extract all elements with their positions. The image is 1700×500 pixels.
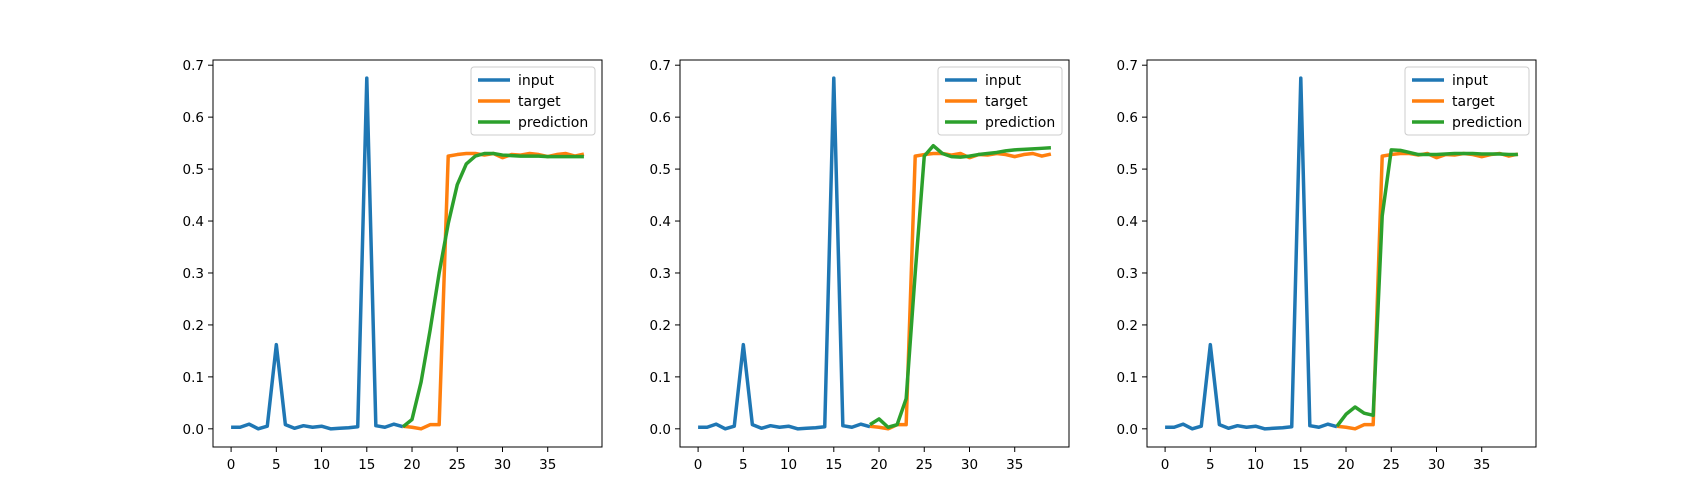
axes-frame	[212, 59, 603, 448]
y-tick-label: 0.1	[1117, 370, 1138, 386]
y-tick-label: 0.6	[183, 110, 204, 126]
x-tick-label: 25	[1383, 457, 1400, 473]
legend-box	[470, 66, 596, 136]
y-tick-label: 0.7	[650, 58, 671, 74]
subplot-1: 0 5 10 15 20 25 30 35 0.0 0.1 0.2 0.3 0.4 0.5 0.6 0.7 in…	[183, 58, 603, 473]
legend-box	[937, 66, 1063, 136]
x-tick-label: 20	[403, 457, 420, 473]
x-tick-label: 15	[358, 457, 375, 473]
axes-frame	[1146, 59, 1537, 448]
legend: input target prediction	[1404, 66, 1530, 136]
legend-label-target: target	[1452, 94, 1495, 110]
y-tick-label: 0.2	[1117, 318, 1138, 334]
legend: input target prediction	[937, 66, 1063, 136]
x-tick-label: 5	[272, 457, 281, 473]
x-tick-label: 30	[494, 457, 511, 473]
x-tick-label: 0	[1161, 457, 1170, 473]
y-tick-label: 0.2	[183, 318, 204, 334]
legend-label-target: target	[985, 94, 1028, 110]
x-tick-label: 20	[870, 457, 887, 473]
x-tick-label: 10	[1247, 457, 1264, 473]
legend-label-target: target	[518, 94, 561, 110]
legend-box	[1404, 66, 1530, 136]
y-tick-label: 0.0	[183, 422, 204, 438]
x-tick-label: 25	[916, 457, 933, 473]
x-tick-label: 30	[1428, 457, 1445, 473]
series-line-input	[698, 76, 871, 431]
y-tick-label: 0.1	[183, 370, 204, 386]
subplot-3: 0 5 10 15 20 25 30 35 0.0 0.1 0.2 0.3 0.4 0.5 0.6 0.7 in…	[1117, 58, 1537, 473]
x-tick-label: 5	[739, 457, 748, 473]
y-tick-label: 0.3	[1117, 266, 1138, 282]
y-tick-label: 0.5	[650, 162, 671, 178]
y-tick-label: 0.2	[650, 318, 671, 334]
y-tick-label: 0.0	[650, 422, 671, 438]
y-tick-label: 0.6	[650, 110, 671, 126]
series-line-prediction	[869, 143, 1052, 430]
y-tick-label: 0.6	[1117, 110, 1138, 126]
y-tick-label: 0.3	[183, 266, 204, 282]
x-tick-label: 35	[539, 457, 556, 473]
axes-frame	[679, 59, 1070, 448]
legend-label-input: input	[518, 73, 555, 89]
y-tick-label: 0.5	[183, 162, 204, 178]
x-tick-label: 15	[1292, 457, 1309, 473]
series-line-prediction	[1335, 148, 1518, 428]
legend-label-prediction: prediction	[518, 115, 588, 131]
series-line-input	[231, 76, 404, 431]
y-tick-label: 0.3	[650, 266, 671, 282]
legend-label-input: input	[1452, 73, 1489, 89]
x-tick-label: 30	[961, 457, 978, 473]
series-line-prediction	[401, 151, 584, 429]
y-tick-label: 0.0	[1117, 422, 1138, 438]
series-line-target	[1336, 151, 1519, 431]
x-tick-label: 0	[694, 457, 703, 473]
x-tick-label: 35	[1006, 457, 1023, 473]
series-line-input	[1165, 76, 1338, 431]
y-tick-label: 0.4	[183, 214, 204, 230]
y-tick-label: 0.7	[183, 58, 204, 74]
y-tick-label: 0.7	[1117, 58, 1138, 74]
x-tick-label: 25	[449, 457, 466, 473]
x-tick-label: 35	[1473, 457, 1490, 473]
x-tick-label: 15	[825, 457, 842, 473]
subplot-2: 0 5 10 15 20 25 30 35 0.0 0.1 0.2 0.3 0.4 0.5 0.6 0.7 in…	[650, 58, 1070, 473]
legend-label-input: input	[985, 73, 1022, 89]
legend-label-prediction: prediction	[985, 115, 1055, 131]
x-tick-label: 0	[227, 457, 236, 473]
y-tick-label: 0.4	[1117, 214, 1138, 230]
y-tick-label: 0.4	[650, 214, 671, 230]
series-line-target	[402, 151, 585, 431]
x-tick-label: 10	[313, 457, 330, 473]
legend-label-prediction: prediction	[1452, 115, 1522, 131]
y-tick-label: 0.1	[650, 370, 671, 386]
x-tick-label: 20	[1337, 457, 1354, 473]
x-tick-label: 10	[780, 457, 797, 473]
series-line-target	[869, 151, 1052, 431]
x-tick-label: 5	[1206, 457, 1215, 473]
y-tick-label: 0.5	[1117, 162, 1138, 178]
legend: input target prediction	[470, 66, 596, 136]
